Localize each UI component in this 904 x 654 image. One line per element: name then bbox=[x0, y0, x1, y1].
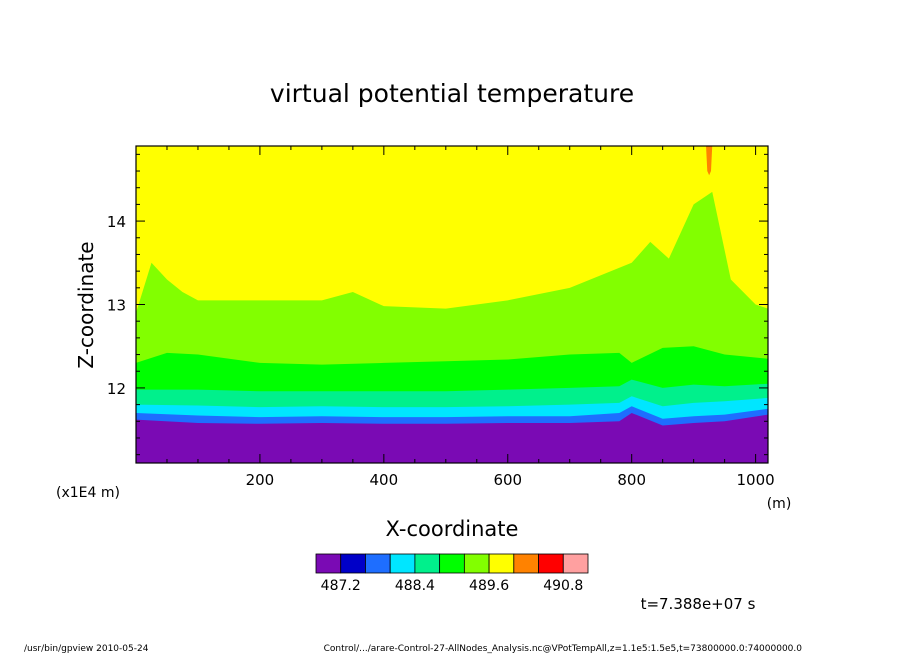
colorbar: 487.2 488.4 489.6 490.8 bbox=[315, 553, 589, 594]
x-tick-label: 400 bbox=[370, 471, 399, 489]
y-tick-label: 14 bbox=[107, 213, 126, 231]
colorbar-swatch bbox=[414, 553, 441, 574]
contour-band-490 bbox=[706, 146, 713, 176]
y-axis-unit: (x1E4 m) bbox=[56, 485, 120, 501]
x-tick-label: 1000 bbox=[737, 471, 775, 489]
x-tick-label: 200 bbox=[246, 471, 275, 489]
axis-ticks: 200 400 600 800 1000 12 13 14 bbox=[107, 146, 775, 489]
colorbar-swatch bbox=[463, 553, 490, 574]
colorbar-swatch bbox=[439, 553, 465, 574]
colorbar-swatch bbox=[389, 553, 416, 574]
chart-title: virtual potential temperature bbox=[270, 79, 634, 108]
colorbar-swatch bbox=[488, 553, 515, 574]
footer-right: Control/.../arare-Control-27-AllNodes_An… bbox=[324, 644, 803, 654]
plot-area: 200 400 600 800 1000 12 13 14 bbox=[107, 145, 775, 489]
colorbar-swatch bbox=[340, 553, 366, 574]
y-axis-label: Z-coordinate bbox=[74, 241, 98, 368]
time-annotation: t=7.388e+07 s bbox=[641, 595, 756, 613]
y-tick-label: 13 bbox=[107, 297, 126, 315]
colorbar-label: 489.6 bbox=[469, 578, 509, 594]
colorbar-swatch bbox=[562, 553, 589, 574]
contour-band-489-6 bbox=[136, 146, 768, 313]
x-tick-label: 800 bbox=[617, 471, 646, 489]
x-axis-unit: (m) bbox=[767, 496, 792, 512]
colorbar-swatch bbox=[315, 553, 342, 574]
contour-bands bbox=[136, 146, 768, 426]
colorbar-label: 487.2 bbox=[321, 578, 361, 594]
y-tick-label: 12 bbox=[107, 380, 126, 398]
colorbar-label: 488.4 bbox=[395, 578, 435, 594]
colorbar-swatch bbox=[538, 553, 564, 574]
colorbar-swatch bbox=[513, 553, 539, 574]
colorbar-label: 490.8 bbox=[543, 578, 583, 594]
colorbar-swatch bbox=[365, 553, 391, 574]
x-axis-label: X-coordinate bbox=[386, 517, 519, 541]
footer-left: /usr/bin/gpview 2010-05-24 bbox=[24, 644, 149, 654]
x-tick-label: 600 bbox=[493, 471, 522, 489]
